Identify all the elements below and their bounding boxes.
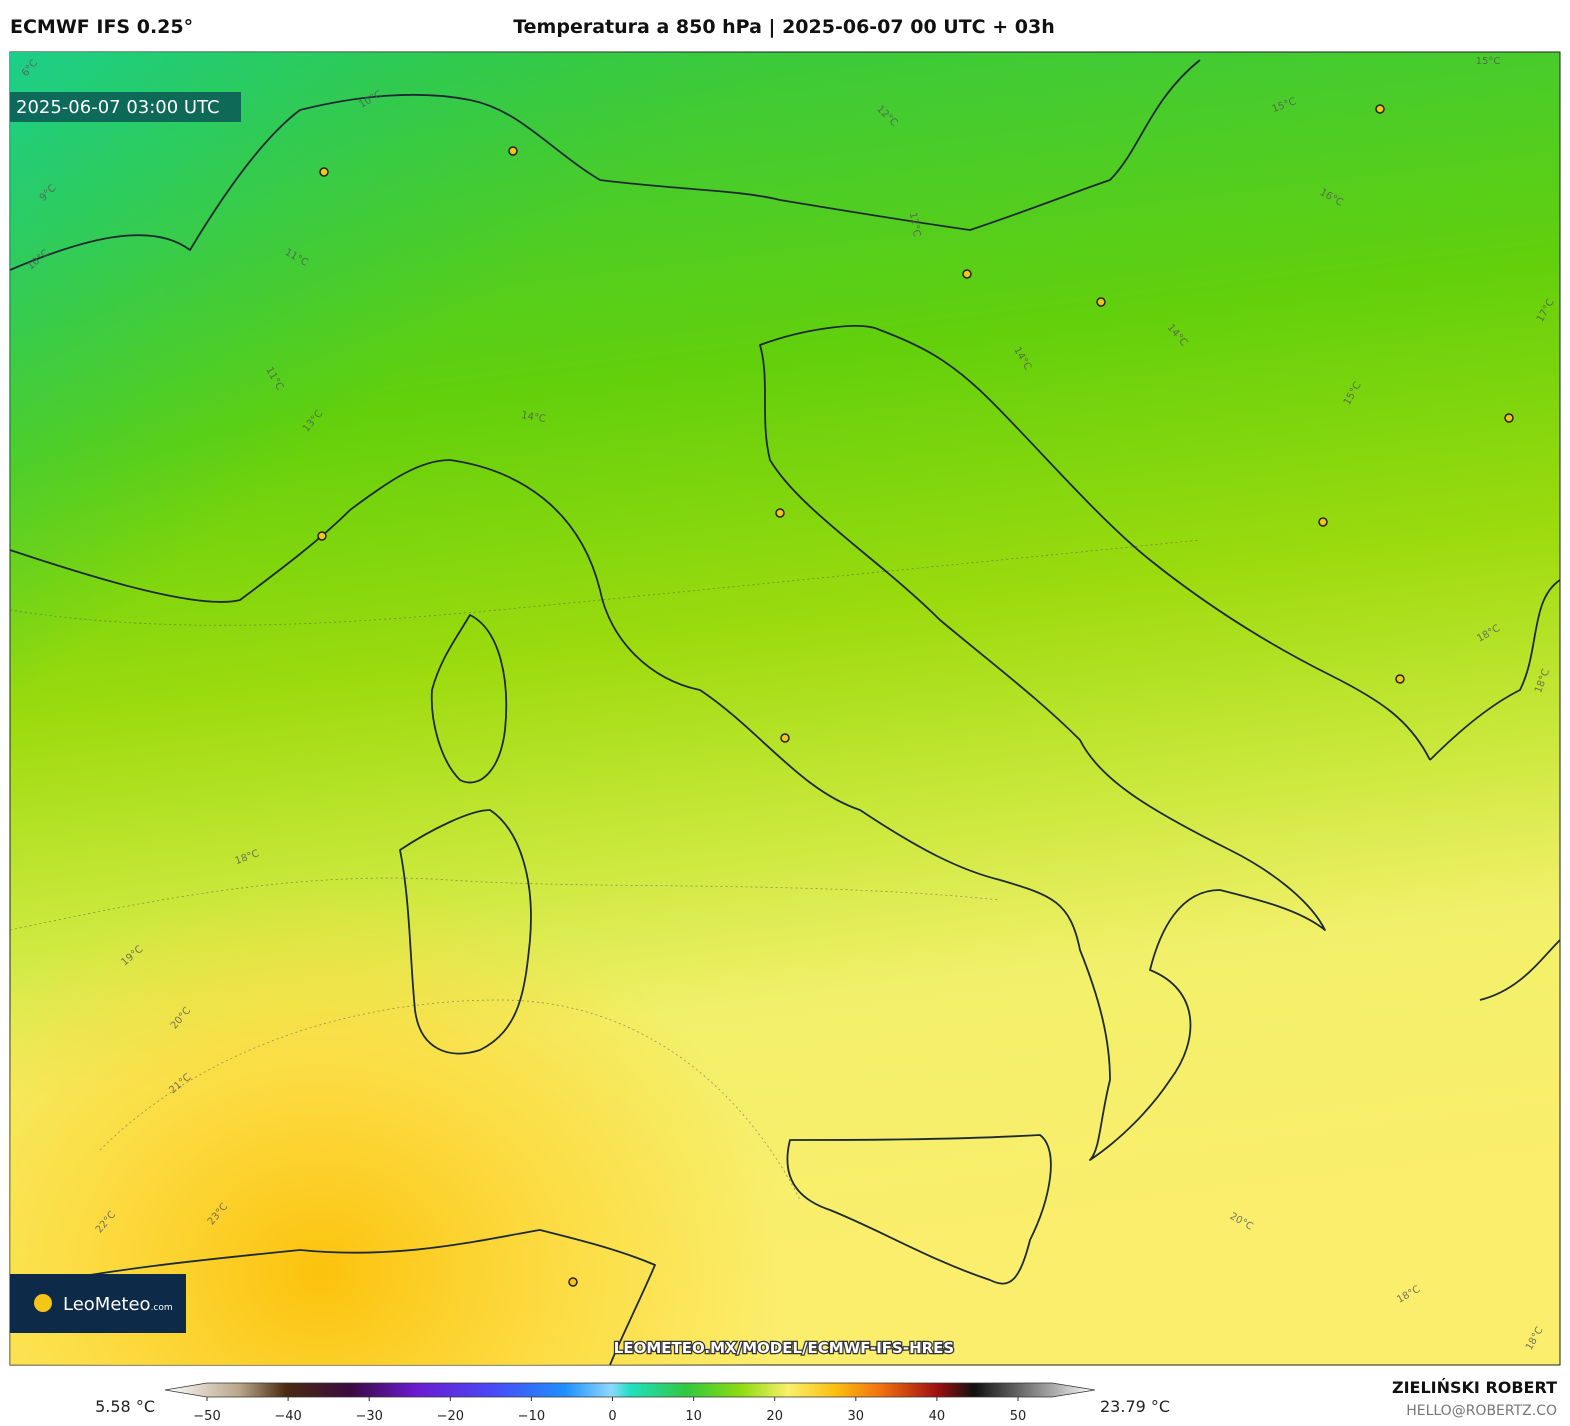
colorbar-tick-label: 20 <box>766 1409 783 1424</box>
timestamp: 2025-06-07 03:00 UTC <box>16 97 220 118</box>
city-dot <box>780 733 790 743</box>
colorbar-max: 23.79 °C <box>1100 1397 1170 1416</box>
corsica <box>430 614 508 784</box>
city-dot <box>1318 517 1328 527</box>
map: 6°C10°C9°C10°C 11°C11°C12°C12°C13°C 14°C14… <box>9 51 1561 1366</box>
colorbar-tick-label: −40 <box>274 1409 301 1424</box>
colorbar-tick-label: 30 <box>848 1409 865 1424</box>
sicily <box>786 1134 1052 1285</box>
colorbar-ticks: −50 −40 −30 −20 −10 0 10 20 30 40 50 <box>193 1397 1026 1424</box>
city-dot <box>319 167 329 177</box>
colorbar-tick-label: −20 <box>437 1409 464 1424</box>
author: ZIELIŃSKI ROBERT <box>1392 1378 1557 1397</box>
isotherm <box>9 877 1001 931</box>
contour-label: 15°C <box>1476 56 1501 67</box>
logo-name: LeoMeteo <box>63 1294 151 1315</box>
city-dot <box>508 146 518 156</box>
city-dot <box>1096 297 1106 307</box>
africa-coast <box>9 1229 656 1366</box>
timestamp-box <box>10 92 241 122</box>
watermark: LEOMETEO.MX/MODEL/ECMWF-IFS-HRES <box>614 1339 954 1357</box>
logo-text: LeoMeteo.com <box>63 1294 173 1315</box>
colorbar: 5.58 °C 23.79 °C −50 −40 −30 −20 −10 0 10 20 30 4… <box>95 1382 1170 1424</box>
colorbar-tick-label: 50 <box>1010 1409 1027 1424</box>
isotherm <box>9 539 1201 626</box>
city-dot <box>1395 674 1405 684</box>
border <box>9 59 1201 271</box>
map-title: Temperatura a 850 hPa | 2025-06-07 00 UT… <box>513 16 1055 38</box>
city-dot <box>317 531 327 541</box>
city-dot <box>1375 104 1385 114</box>
balkan-coast <box>1429 579 1561 1001</box>
city-dot <box>1504 413 1514 423</box>
coastline <box>9 325 1431 1161</box>
email: HELLO@ROBERTZ.CO <box>1406 1403 1557 1419</box>
contour-label: 12°C <box>907 211 922 237</box>
logo-suffix: .com <box>151 1303 173 1313</box>
colorbar-tick-label: −50 <box>193 1409 220 1424</box>
colorbar-tick-label: 10 <box>685 1409 702 1424</box>
city-dot <box>962 269 972 279</box>
logo-sun <box>34 1294 52 1312</box>
model-name: ECMWF IFS 0.25° <box>10 16 193 38</box>
colorbar-tick-label: 40 <box>929 1409 946 1424</box>
cities <box>317 104 1514 1287</box>
sardinia <box>399 809 532 1055</box>
colorbar-tick-label: 0 <box>608 1409 616 1424</box>
map-field-cold <box>10 52 1560 1365</box>
colorbar-scale <box>164 1382 1096 1398</box>
city-dot <box>775 508 785 518</box>
colorbar-tick-label: −10 <box>518 1409 545 1424</box>
contour-label: 14°C <box>520 410 546 425</box>
colorbar-min: 5.58 °C <box>95 1397 155 1416</box>
colorbar-tick-label: −30 <box>355 1409 382 1424</box>
city-dot <box>568 1277 578 1287</box>
